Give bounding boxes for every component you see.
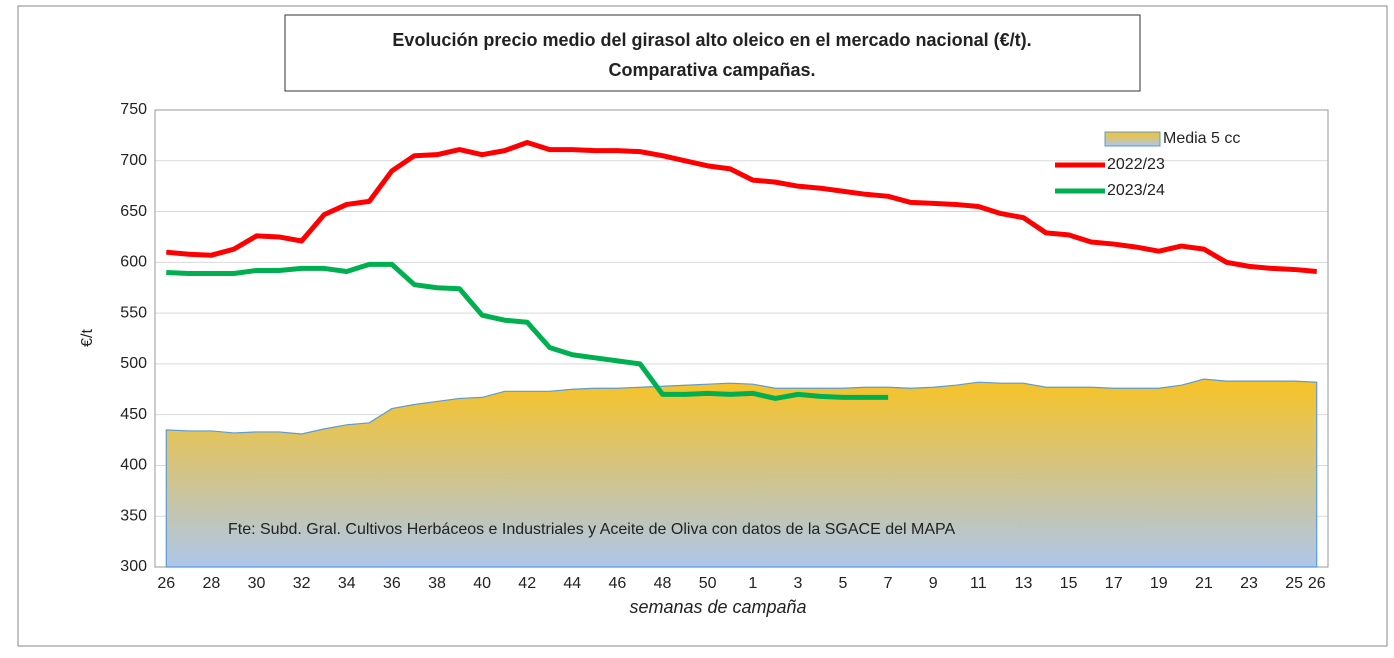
title-box (284, 14, 1141, 92)
x-tick-label: 25 (1285, 575, 1303, 592)
legend-label: 2023/24 (1107, 182, 1165, 199)
x-tick-label: 21 (1195, 575, 1213, 592)
y-tick-label: 550 (120, 304, 147, 321)
x-tick-label: 1 (748, 575, 757, 592)
legend-label: 2022/23 (1107, 156, 1165, 173)
x-tick-label: 19 (1150, 575, 1168, 592)
x-tick-label: 32 (293, 575, 311, 592)
x-tick-label: 46 (609, 575, 627, 592)
y-tick-label: 750 (120, 101, 147, 118)
x-tick-label: 11 (970, 575, 987, 592)
chart-title: Evolución precio medio del girasol alto … (392, 30, 1031, 50)
legend-label: Media 5 cc (1163, 130, 1240, 147)
y-axis-label: €/t (79, 329, 96, 347)
x-tick-label: 15 (1060, 575, 1078, 592)
y-tick-label: 700 (120, 152, 147, 169)
x-tick-label: 44 (563, 575, 581, 592)
x-tick-label: 26 (1308, 575, 1326, 592)
line (166, 261, 889, 401)
legend-swatch (1104, 131, 1161, 147)
y-tick-label: 500 (120, 355, 147, 372)
x-tick-label: 17 (1105, 575, 1123, 592)
x-tick-label: 42 (518, 575, 536, 592)
x-tick-label: 36 (383, 575, 401, 592)
x-tick-label: 13 (1015, 575, 1033, 592)
y-tick-label: 400 (120, 457, 147, 474)
x-tick-label: 40 (473, 575, 491, 592)
x-tick-label: 28 (202, 575, 220, 592)
x-tick-label: 5 (839, 575, 848, 592)
x-tick-label: 38 (428, 575, 446, 592)
y-tick-label: 350 (120, 507, 147, 524)
y-tick-label: 300 (120, 558, 147, 575)
y-tick-label: 600 (120, 254, 147, 271)
x-tick-label: 7 (884, 575, 893, 592)
y-tick-label: 450 (120, 406, 147, 423)
x-tick-label: 50 (699, 575, 717, 592)
y-tick-label: 650 (120, 203, 147, 220)
x-tick-label: 3 (793, 575, 802, 592)
line (166, 139, 1317, 274)
x-tick-label: 48 (654, 575, 672, 592)
x-tick-label: 23 (1240, 575, 1258, 592)
chart-title: Comparativa campañas. (608, 60, 815, 80)
area (165, 378, 1318, 568)
x-axis-label: semanas de campaña (629, 597, 806, 617)
annotation: Fte: Subd. Gral. Cultivos Herbáceos e In… (228, 521, 955, 538)
x-tick-label: 9 (929, 575, 938, 592)
x-tick-label: 34 (338, 575, 356, 592)
x-tick-label: 26 (157, 575, 175, 592)
x-tick-label: 30 (248, 575, 266, 592)
